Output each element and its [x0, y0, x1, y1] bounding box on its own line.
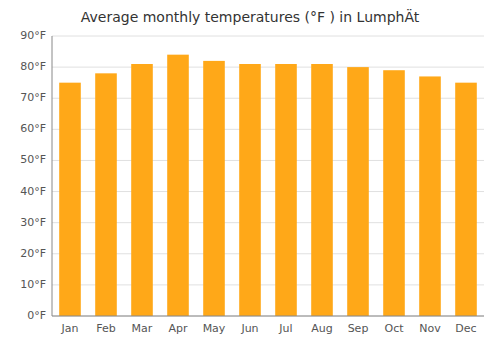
y-tick-label: 40°F [20, 185, 46, 198]
bar [275, 64, 297, 316]
x-tick-label: May [203, 322, 226, 335]
y-tick-label: 30°F [20, 216, 46, 229]
bar [95, 73, 117, 316]
x-tick-label: Jul [278, 322, 292, 335]
bar [311, 64, 333, 316]
x-tick-label: Oct [384, 322, 404, 335]
bar [167, 55, 189, 316]
bar [131, 64, 153, 316]
grid-line [52, 316, 484, 317]
y-grid [52, 36, 484, 316]
bars [59, 55, 477, 316]
chart: Average monthly temperatures (°F ) in Lu… [0, 0, 500, 350]
title: Average monthly temperatures (°F ) in Lu… [81, 8, 420, 25]
bar [203, 61, 225, 316]
x-tick-label: Dec [455, 322, 476, 335]
bar [383, 70, 405, 316]
grid-line [52, 67, 484, 68]
x-tick-label: Mar [132, 322, 153, 335]
y-tick-label: 0°F [27, 309, 46, 322]
bar [347, 67, 369, 316]
y-axis-line [52, 36, 53, 316]
x-tick-label: Apr [168, 322, 188, 335]
x-axis-line [52, 316, 484, 317]
x-tick-label: Feb [96, 322, 115, 335]
y-tick-label: 20°F [20, 247, 46, 260]
bar [419, 76, 441, 316]
x-tick-labels: Jan Feb Mar Apr May Jun Jul Aug Sep Oct Nov Dec [61, 322, 477, 335]
x-tick-label: Sep [348, 322, 369, 335]
y-tick-label: 60°F [20, 122, 46, 135]
x-tick-label: Jun [240, 322, 258, 335]
bar [455, 83, 477, 316]
y-tick-label: 10°F [20, 278, 46, 291]
x-tick-label: Nov [419, 322, 441, 335]
bar [239, 64, 261, 316]
y-tick-label: 50°F [20, 153, 46, 166]
grid-line [52, 36, 484, 37]
x-tick-label: Aug [311, 322, 332, 335]
y-tick-labels: 0°F 10°F 20°F 30°F 40°F 50°F 60°F 70°F 80°F 90°F [20, 29, 46, 322]
y-tick-label: 90°F [20, 29, 46, 42]
y-tick-label: 80°F [20, 60, 46, 73]
bar [59, 83, 81, 316]
y-tick-label: 70°F [20, 91, 46, 104]
x-tick-label: Jan [61, 322, 79, 335]
